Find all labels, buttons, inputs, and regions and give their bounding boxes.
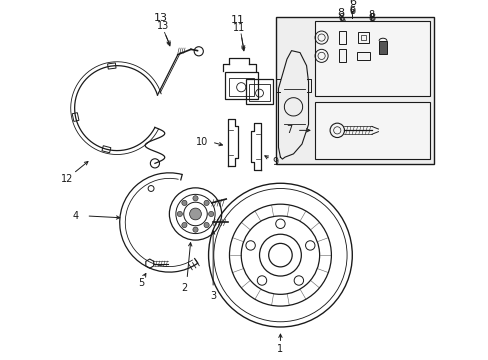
Circle shape <box>203 200 209 206</box>
Circle shape <box>203 222 209 228</box>
Text: 11: 11 <box>233 23 245 33</box>
Bar <box>245 79 273 104</box>
Text: 8: 8 <box>368 10 374 21</box>
Circle shape <box>177 211 182 217</box>
Text: 12: 12 <box>61 174 73 184</box>
Bar <box>360 35 366 40</box>
Text: 8: 8 <box>337 13 344 23</box>
Text: 6: 6 <box>348 6 355 17</box>
Text: 13: 13 <box>156 22 169 31</box>
Bar <box>314 102 429 159</box>
Bar <box>248 84 269 101</box>
Bar <box>338 49 346 62</box>
Text: 1: 1 <box>277 343 283 354</box>
Text: 9: 9 <box>272 157 278 167</box>
Text: 2: 2 <box>181 283 187 293</box>
Bar <box>102 146 111 153</box>
Circle shape <box>182 200 186 206</box>
Circle shape <box>182 222 186 228</box>
Bar <box>275 17 433 164</box>
Text: 8: 8 <box>369 13 375 23</box>
Bar <box>338 31 346 44</box>
Bar <box>356 52 369 60</box>
Text: 6: 6 <box>348 4 355 14</box>
Bar <box>107 63 116 69</box>
Text: 8: 8 <box>337 8 344 18</box>
Bar <box>378 41 386 54</box>
Text: 11: 11 <box>230 14 244 24</box>
Bar <box>228 78 253 96</box>
Text: 8: 8 <box>368 13 374 23</box>
Bar <box>314 21 429 96</box>
Text: 5: 5 <box>138 278 144 288</box>
Circle shape <box>189 208 201 220</box>
Text: 10: 10 <box>196 137 208 147</box>
Circle shape <box>208 211 213 217</box>
Text: 4: 4 <box>73 211 79 221</box>
Text: 13: 13 <box>154 13 167 23</box>
Text: 7: 7 <box>285 125 291 135</box>
Bar <box>357 32 368 43</box>
Text: 3: 3 <box>210 291 216 301</box>
Text: 6: 6 <box>348 0 355 7</box>
Circle shape <box>192 227 198 232</box>
Bar <box>72 113 79 121</box>
Bar <box>224 72 257 99</box>
Circle shape <box>192 196 198 201</box>
